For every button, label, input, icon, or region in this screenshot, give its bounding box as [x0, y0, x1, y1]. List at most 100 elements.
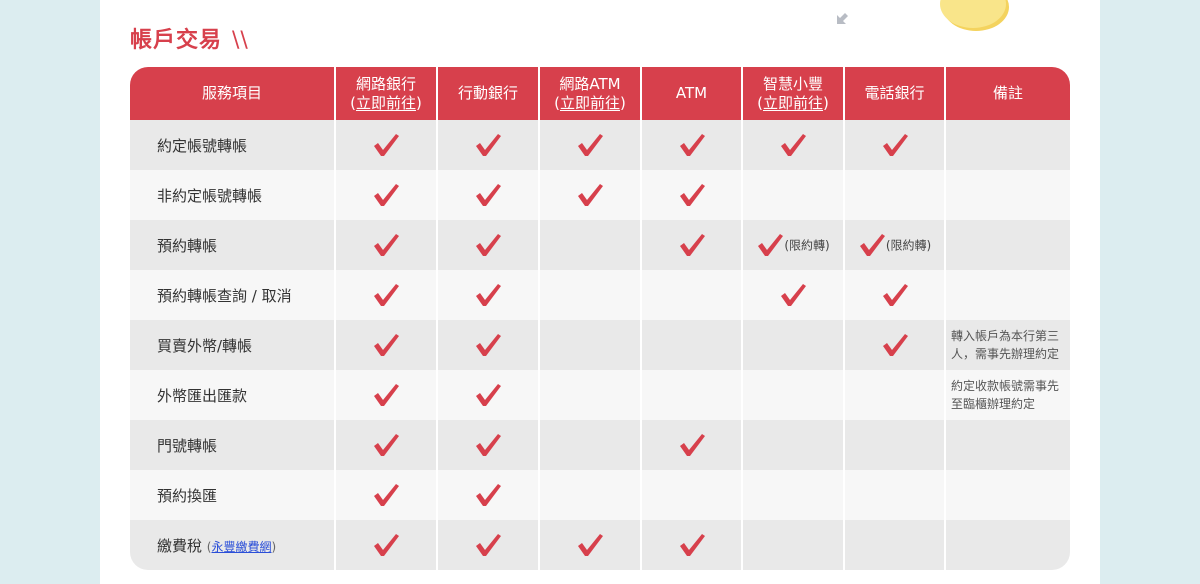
availability-cell: (限約轉) — [743, 220, 845, 270]
column-header-label: 智慧小豐 — [762, 74, 823, 93]
availability-cell — [845, 170, 946, 220]
check-icon — [374, 384, 399, 406]
availability-cell — [642, 320, 743, 370]
remark-cell: 約定收款帳號需事先至臨櫃辦理約定 — [946, 370, 1070, 420]
column-header: 行動銀行 — [438, 67, 540, 120]
service-item: 繳費稅 (永豐繳費網) — [130, 520, 336, 570]
service-item: 預約轉帳查詢 / 取消 — [130, 270, 336, 320]
availability-cell — [438, 120, 540, 170]
check-icon — [476, 234, 501, 256]
availability-cell — [743, 470, 845, 520]
go-now-link[interactable]: 立即前往 — [355, 93, 416, 112]
availability-cell — [336, 470, 438, 520]
check-icon — [374, 334, 399, 356]
limit-note: (限約轉) — [885, 238, 932, 253]
service-item-label: 外幣匯出匯款 — [157, 386, 248, 405]
go-now-link[interactable]: 立即前往 — [559, 93, 620, 112]
section-title: 帳戶交易 \\ — [130, 22, 249, 54]
availability-cell — [845, 470, 946, 520]
check-icon — [476, 384, 501, 406]
remark-cell: 轉入帳戶為本行第三人，需事先辦理約定 — [946, 320, 1070, 370]
availability-cell — [336, 170, 438, 220]
limit-note: (限約轉) — [784, 238, 830, 253]
check-icon — [578, 184, 603, 206]
check-icon — [476, 184, 501, 206]
availability-cell — [743, 170, 845, 220]
table-row: 預約轉帳查詢 / 取消 — [130, 270, 1070, 320]
table-row: 預約轉帳 (限約轉) (限約轉) — [130, 220, 1070, 270]
column-header-label: 網路ATM — [559, 74, 621, 93]
availability-cell — [438, 220, 540, 270]
section-title-text: 帳戶交易 — [130, 28, 223, 53]
table-row: 外幣匯出匯款 約定收款帳號需事先至臨櫃辦理約定 — [130, 370, 1070, 420]
availability-cell — [642, 470, 743, 520]
availability-cell — [336, 270, 438, 320]
availability-cell — [540, 270, 642, 320]
go-now-link[interactable]: 立即前往 — [762, 93, 823, 112]
remark-cell — [946, 120, 1070, 170]
availability-cell — [845, 120, 946, 170]
service-item-label: 預約轉帳查詢 / 取消 — [157, 286, 292, 305]
check-icon — [476, 434, 501, 456]
service-item: 預約轉帳 — [130, 220, 336, 270]
check-icon — [374, 434, 399, 456]
check-icon — [476, 534, 501, 556]
service-item-label: 買賣外幣/轉帳 — [157, 336, 253, 355]
availability-cell — [438, 270, 540, 320]
column-header: 電話銀行 — [845, 67, 946, 120]
availability-cell — [743, 320, 845, 370]
remark-cell — [946, 420, 1070, 470]
availability-cell — [540, 320, 642, 370]
service-item-label: 門號轉帳 — [157, 436, 218, 455]
check-icon — [374, 534, 399, 556]
service-item: 預約換匯 — [130, 470, 336, 520]
availability-cell — [743, 120, 845, 170]
availability-cell — [743, 420, 845, 470]
check-icon — [781, 284, 806, 306]
availability-cell — [336, 120, 438, 170]
service-item-label: 預約轉帳 — [157, 236, 218, 255]
availability-cell — [845, 420, 946, 470]
check-icon — [758, 234, 784, 256]
check-icon — [476, 134, 501, 156]
availability-cell — [336, 420, 438, 470]
service-table: 服務項目 網路銀行 (立即前往) 行動銀行 網路ATM (立即前往) ATM 智慧小豐 (立即前… — [130, 67, 1070, 570]
check-icon — [476, 334, 501, 356]
check-icon — [679, 434, 705, 456]
check-icon — [679, 134, 705, 156]
availability-cell — [642, 420, 743, 470]
check-icon — [882, 284, 908, 306]
availability-cell — [438, 420, 540, 470]
availability-cell — [540, 120, 642, 170]
column-header-label: 電話銀行 — [864, 84, 925, 102]
title-decoration: \\ — [232, 28, 249, 53]
check-icon — [859, 234, 885, 256]
availability-cell — [743, 520, 845, 570]
check-icon — [374, 284, 399, 306]
column-header: 服務項目 — [130, 67, 336, 120]
availability-cell — [336, 520, 438, 570]
availability-cell — [540, 170, 642, 220]
column-header: 網路ATM (立即前往) — [540, 67, 642, 120]
check-icon — [476, 484, 501, 506]
table-row: 非約定帳號轉帳 — [130, 170, 1070, 220]
table-row: 買賣外幣/轉帳 轉入帳戶為本行第三人，需事先辦理約定 — [130, 320, 1070, 370]
availability-cell — [540, 520, 642, 570]
availability-cell — [336, 220, 438, 270]
remark-cell — [946, 170, 1070, 220]
availability-cell — [438, 470, 540, 520]
availability-cell — [845, 320, 946, 370]
payment-site-link[interactable]: 永豐繳費網 — [211, 539, 272, 554]
check-icon — [781, 134, 806, 156]
column-header-label: 網路銀行 — [355, 74, 416, 93]
check-icon — [374, 134, 399, 156]
availability-cell — [540, 220, 642, 270]
column-header-label: ATM — [675, 84, 708, 102]
availability-cell — [642, 370, 743, 420]
service-item: 非約定帳號轉帳 — [130, 170, 336, 220]
availability-cell — [540, 420, 642, 470]
column-header-label: 備註 — [992, 84, 1023, 102]
check-icon — [679, 184, 705, 206]
availability-cell: (限約轉) — [845, 220, 946, 270]
service-item-label: 非約定帳號轉帳 — [157, 186, 263, 205]
